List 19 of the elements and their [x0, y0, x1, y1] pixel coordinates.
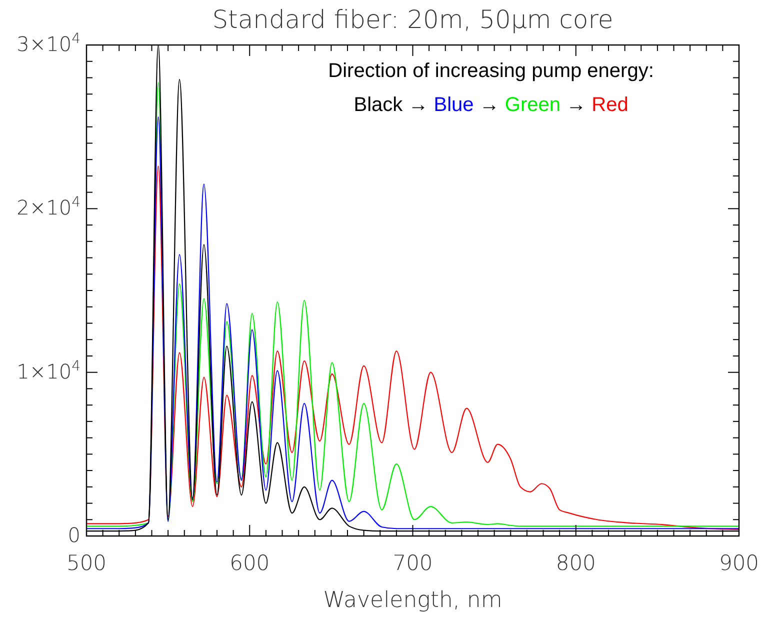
x-tick-label: 700	[392, 551, 433, 575]
text: Red	[592, 94, 628, 116]
x-axis-title: Wavelength, nm	[323, 588, 502, 613]
y-tick-label: 1×10$^{4}$	[16, 358, 80, 384]
text: →	[479, 94, 500, 116]
text: Black	[354, 94, 404, 116]
y-tick-label: 3×10$^{4}$	[16, 31, 80, 56]
y-tick-label: 0	[68, 523, 80, 547]
x-tick-label: 800	[556, 551, 596, 575]
y-tick-label: 2×10$^{4}$	[16, 194, 80, 220]
legend-title: Direction of increasing pump energy:	[328, 60, 654, 82]
x-tick-label: 500	[66, 551, 107, 575]
text: Blue	[434, 94, 474, 116]
text: Green	[504, 94, 561, 116]
x-tick-label: 900	[718, 551, 760, 575]
chart-title: Standard fiber: 20m, 50μm core	[212, 5, 614, 34]
text: →	[566, 94, 586, 116]
annotation: →	[402, 94, 434, 116]
x-tick-label: 600	[230, 551, 270, 575]
